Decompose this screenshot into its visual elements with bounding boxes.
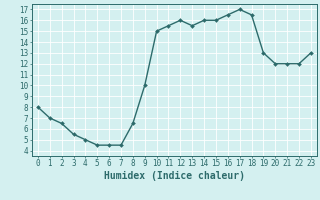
X-axis label: Humidex (Indice chaleur): Humidex (Indice chaleur) [104,171,245,181]
